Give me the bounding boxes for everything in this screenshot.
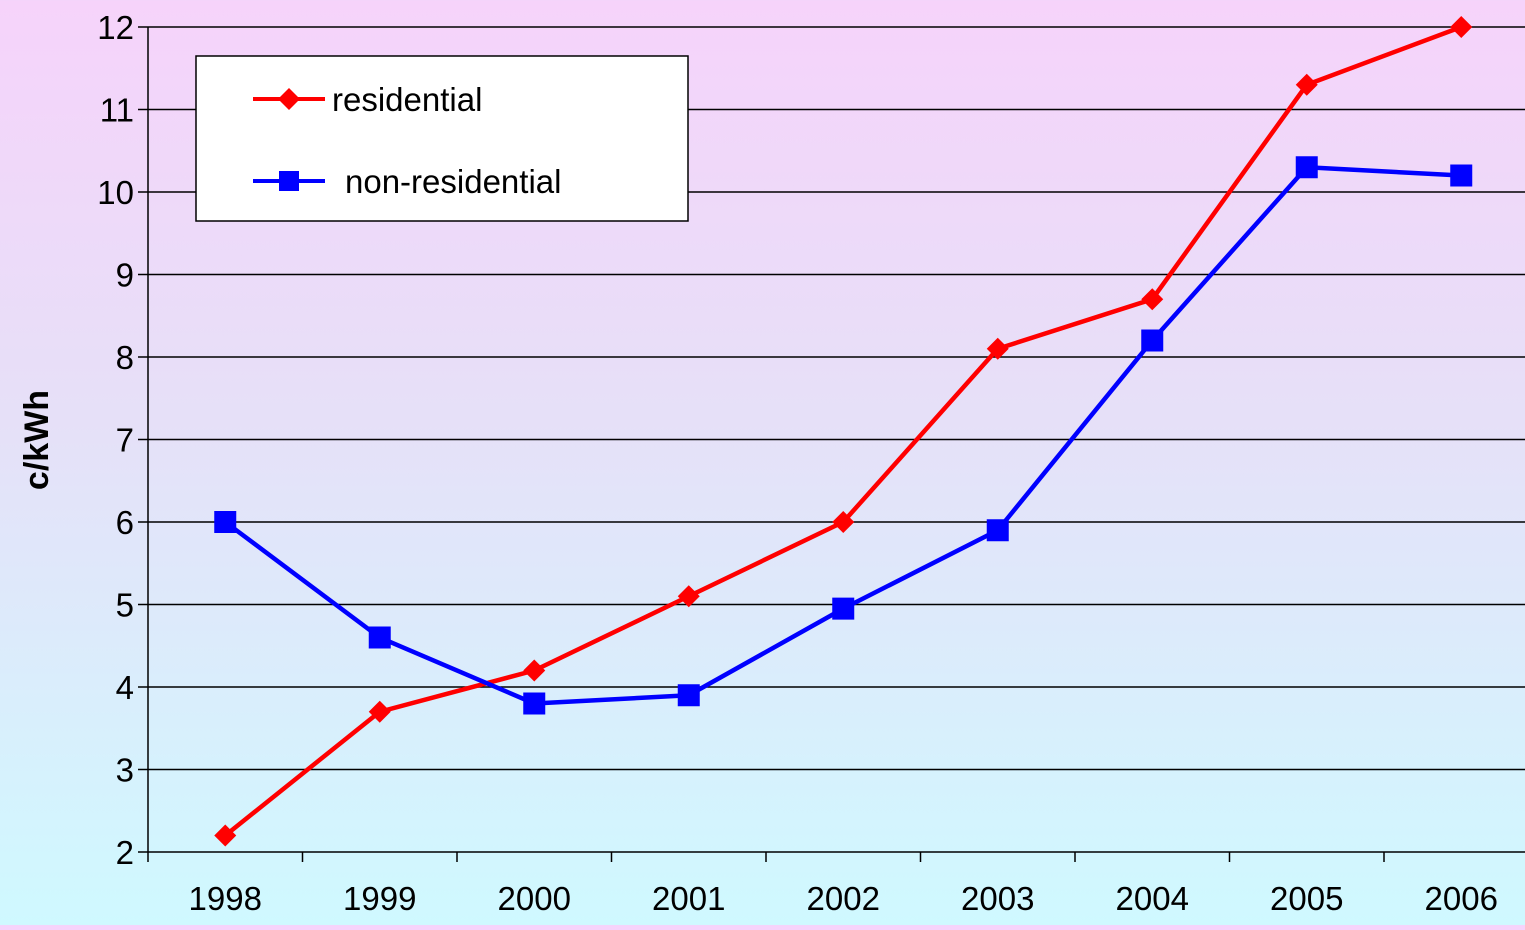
point-non-residential-2005 bbox=[1295, 156, 1318, 179]
point-non-residential-2006 bbox=[1450, 164, 1473, 187]
point-residential-2000 bbox=[523, 659, 546, 682]
x-tick-label-2001: 2001 bbox=[652, 880, 725, 917]
x-tick-label-2004: 2004 bbox=[1116, 880, 1189, 917]
tick-labels: 2 3 4 5 6 7 8 9 10 11 12 1998 1999 2000 2001 2002 2003 20… bbox=[97, 9, 1498, 917]
point-residential-2005 bbox=[1295, 73, 1318, 96]
x-tick-label-2003: 2003 bbox=[961, 880, 1034, 917]
axes bbox=[138, 26, 1525, 862]
point-residential-2006 bbox=[1450, 16, 1473, 38]
gridlines bbox=[148, 26, 1525, 771]
legend-marker-non-residential bbox=[279, 171, 299, 191]
series-lines bbox=[214, 16, 1473, 847]
legend-label-non-residential: non-residential bbox=[345, 163, 561, 200]
point-non-residential-2004 bbox=[1141, 329, 1164, 352]
series-line-non-residential bbox=[223, 165, 1462, 706]
y-axis-title: c/kWh bbox=[18, 390, 56, 490]
point-non-residential-2001 bbox=[677, 684, 700, 707]
x-tick-label-1998: 1998 bbox=[189, 880, 262, 917]
y-tick-label-10: 10 bbox=[97, 174, 134, 211]
x-tick-label-2006: 2006 bbox=[1425, 880, 1498, 917]
legend-box bbox=[195, 55, 689, 222]
point-non-residential-2003 bbox=[986, 519, 1009, 542]
point-residential-2001 bbox=[677, 585, 700, 608]
y-tick-label-3: 3 bbox=[116, 752, 134, 789]
point-residential-2003 bbox=[986, 337, 1009, 360]
y-tick-label-8: 8 bbox=[116, 339, 134, 376]
y-tick-label-5: 5 bbox=[116, 587, 134, 624]
x-tick-label-1999: 1999 bbox=[343, 880, 416, 917]
point-non-residential-1999 bbox=[368, 626, 391, 649]
x-tick-label-2000: 2000 bbox=[498, 880, 571, 917]
point-residential-1998 bbox=[214, 824, 237, 847]
point-non-residential-1998 bbox=[214, 511, 237, 533]
point-non-residential-2000 bbox=[523, 692, 546, 715]
point-residential-1999 bbox=[368, 700, 391, 723]
y-tick-label-12: 12 bbox=[97, 9, 134, 46]
legend-marker-residential bbox=[278, 88, 300, 110]
y-tick-label-11: 11 bbox=[100, 92, 134, 129]
legend-label-residential: residential bbox=[332, 81, 482, 118]
y-tick-label-6: 6 bbox=[116, 504, 134, 541]
x-tick-label-2005: 2005 bbox=[1270, 880, 1343, 917]
y-tick-label-2: 2 bbox=[116, 834, 134, 871]
y-tick-label-9: 9 bbox=[116, 257, 134, 294]
legend: residential non-residential bbox=[195, 55, 689, 222]
point-residential-2004 bbox=[1141, 288, 1164, 311]
point-non-residential-2002 bbox=[832, 597, 855, 620]
y-tick-label-7: 7 bbox=[116, 422, 134, 459]
x-tick-label-2002: 2002 bbox=[807, 880, 880, 917]
y-tick-label-4: 4 bbox=[116, 669, 134, 706]
point-residential-2002 bbox=[832, 511, 855, 533]
